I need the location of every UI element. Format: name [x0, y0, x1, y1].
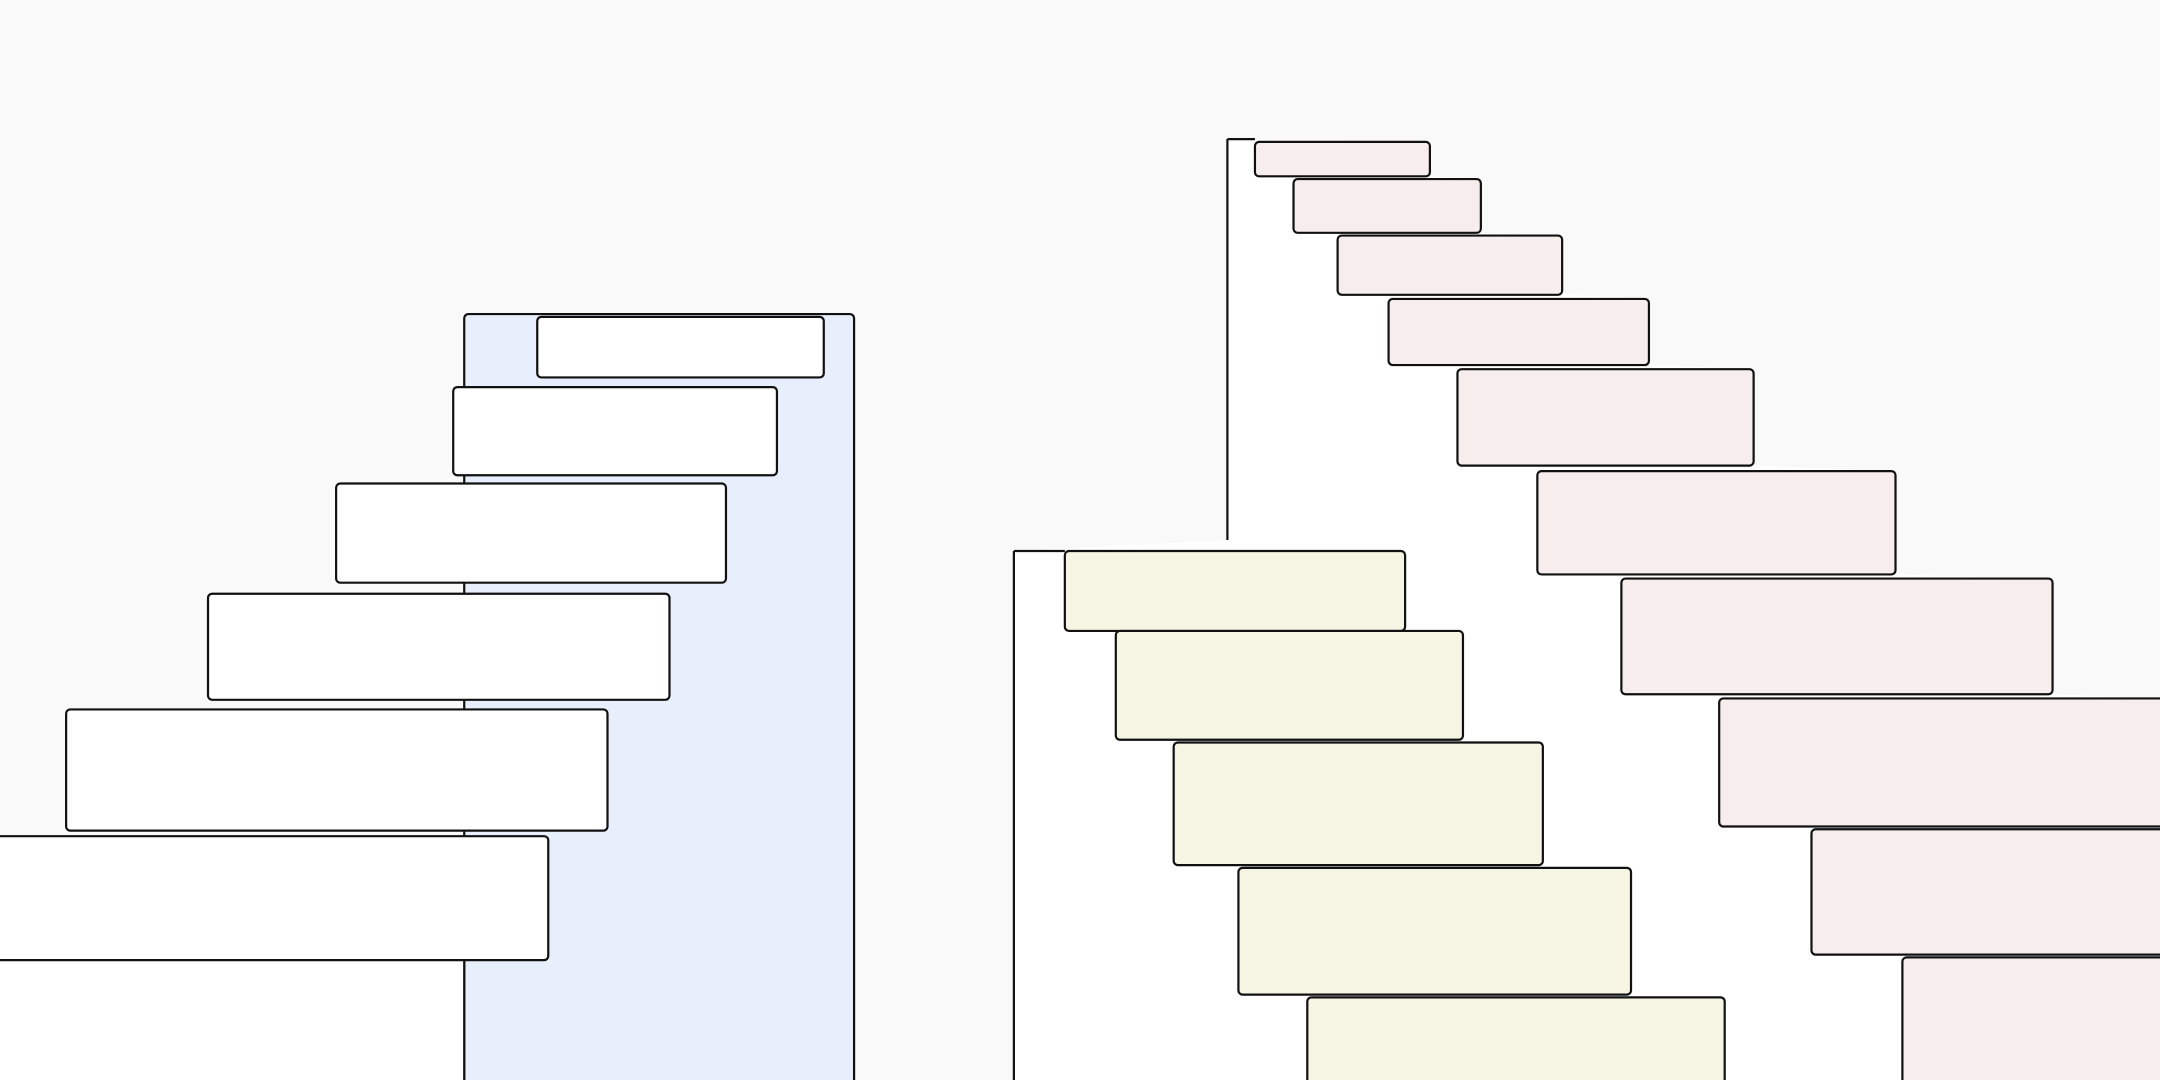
yellow-step	[1172, 741, 1544, 867]
pink-step	[1536, 470, 1897, 576]
white-base	[0, 960, 465, 1080]
pink-step	[1718, 697, 2160, 828]
step	[335, 482, 728, 584]
pink-step	[1810, 828, 2160, 956]
step	[452, 385, 779, 477]
yellow-step	[1237, 866, 1633, 996]
pink-step	[1387, 297, 1651, 367]
yellow-step	[1306, 996, 1726, 1080]
pink-step	[1620, 577, 2054, 696]
step	[206, 592, 671, 701]
yellow-step	[1063, 549, 1407, 633]
pink-step	[1456, 368, 1755, 467]
yellow-step	[1114, 629, 1465, 741]
step	[536, 315, 825, 379]
pink-step	[1336, 234, 1564, 296]
step	[0, 835, 550, 962]
pink-step	[1901, 956, 2160, 1080]
step	[65, 708, 609, 832]
pink-step	[1292, 177, 1482, 234]
pink-step	[1253, 140, 1431, 178]
